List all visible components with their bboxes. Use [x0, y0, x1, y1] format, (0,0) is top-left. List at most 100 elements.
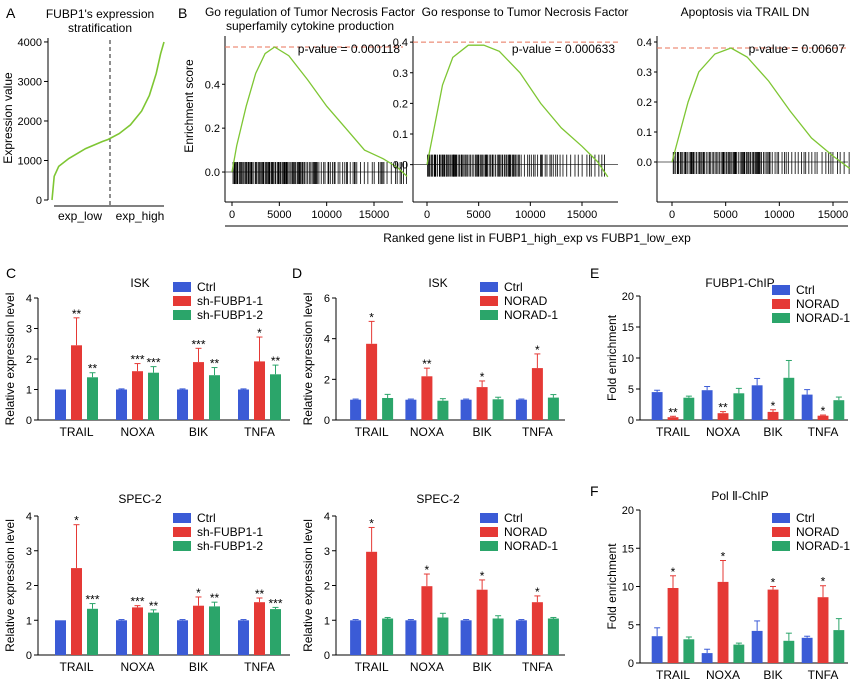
legend-swatch-norad-1	[480, 310, 498, 320]
bar-chart-y-tick-label: 0	[628, 658, 634, 670]
bar-noxa-ctrl	[405, 399, 417, 420]
panel-b-x-tick-label: 5000	[267, 209, 291, 221]
bar-trail-ctrl	[651, 392, 663, 420]
panel-a-title-line-2: stratification	[68, 21, 132, 35]
panel-a-y-tick-label: 1000	[18, 155, 42, 167]
panel-b-y-tick-label: 0.2	[393, 98, 408, 110]
bar-tnfa-norad	[531, 368, 543, 420]
legend-swatch-norad-1	[480, 541, 498, 551]
bar-chart-y-axis-label: Relative expression level	[3, 519, 17, 652]
bar-chart-y-tick-label: 4	[324, 511, 330, 523]
bar-noxa-norad-1	[437, 400, 449, 420]
panel-b-y-tick-label: 0.4	[637, 37, 652, 49]
bar-bik-ctrl	[460, 399, 472, 420]
panel-b-y-tick-label: 0.0	[205, 167, 220, 179]
bar-noxa-norad	[421, 586, 433, 655]
bar-tnfa-sh-fubp1-2	[270, 374, 281, 421]
bar-chart-y-tick-label: 20	[622, 505, 634, 517]
bar-trail-sh-fubp1-2	[87, 608, 98, 655]
legend-label: sh-FUBP1-1	[197, 525, 263, 539]
panel-b-y-tick-label: 0.2	[205, 123, 220, 135]
panel-b-gsea-plot-2: Go response to Tumor Necrosis Factor 0.0 0…	[393, 5, 629, 221]
significance-marker: **	[718, 401, 728, 415]
panel-b-x-tick-label: 15000	[567, 209, 598, 221]
panel-b-y-tick-label: 0.2	[637, 97, 652, 109]
significance-marker: **	[149, 599, 159, 613]
significance-marker: *	[535, 585, 540, 599]
bar-bik-norad	[767, 411, 779, 420]
legend-label: NORAD-1	[796, 311, 850, 325]
bar-trail-norad-1	[683, 397, 695, 420]
bar-bik-sh-fubp1-2	[209, 375, 220, 420]
bar-chart-x-tick-label: TNFA	[244, 660, 275, 674]
panel-b-y-axis-label: Enrichment score	[182, 59, 196, 153]
bar-chart-x-tick-label: TNFA	[808, 668, 839, 682]
significance-marker: *	[74, 514, 79, 528]
bar-bik-norad-1	[783, 377, 795, 420]
significance-marker: *	[480, 569, 485, 583]
bar-chart-y-tick-label: 2	[324, 581, 330, 593]
legend-swatch-norad	[480, 296, 498, 306]
bar-trail-norad-1	[382, 618, 394, 655]
bar-bik-ctrl	[177, 389, 188, 420]
significance-marker: *	[535, 343, 540, 357]
bar-chart-x-tick-label: NOXA	[120, 660, 154, 674]
bar-chart-y-tick-label: 1	[324, 615, 330, 627]
panel-a-group-label-low: exp_low	[58, 209, 102, 223]
bar-chart-x-tick-label: NOXA	[706, 668, 740, 682]
panel-b-enrichment-curve	[231, 46, 408, 177]
panel-letter-c: C	[6, 265, 16, 281]
bar-noxa-ctrl	[701, 653, 713, 663]
bar-noxa-norad-1	[437, 617, 449, 655]
bar-tnfa-ctrl	[238, 620, 249, 656]
significance-marker: **	[210, 591, 220, 605]
panel-b-x-tick-label: 10000	[764, 209, 795, 221]
bar-chart-y-tick-label: 10	[622, 582, 634, 594]
bar-trail-norad	[366, 551, 378, 655]
bar-trail-ctrl	[350, 620, 362, 656]
significance-marker: **	[255, 587, 265, 601]
bar-noxa-norad-1	[733, 393, 745, 420]
panel-b-pvalue: p-value = 0.00607	[749, 42, 846, 56]
bar-trail-ctrl	[55, 620, 66, 656]
bar-chart-y-tick-label: 20	[622, 291, 634, 303]
significance-marker: *	[369, 516, 374, 530]
legend-swatch-ctrl	[480, 513, 498, 523]
significance-marker: *	[369, 310, 374, 324]
bar-bik-norad-1	[492, 618, 504, 655]
legend-swatch-norad	[480, 527, 498, 537]
bar-chart-x-tick-label: BIK	[763, 425, 782, 439]
legend-swatch-ctrl	[772, 285, 790, 295]
bar-chart-y-tick-label: 10	[622, 353, 634, 365]
significance-marker: ***	[85, 593, 99, 607]
legend-swatch-ctrl	[173, 513, 191, 523]
panel-letter-b: B	[178, 5, 187, 21]
significance-marker: ***	[146, 356, 160, 370]
bar-tnfa-ctrl	[801, 637, 813, 663]
panel-b-x-tick-label: 0	[424, 209, 430, 221]
bar-trail-norad	[366, 343, 378, 421]
bar-trail-ctrl	[350, 399, 362, 420]
bar-chart-y-axis-label: Fold enrichment	[605, 314, 619, 401]
bar-tnfa-sh-fubp1-2	[270, 609, 281, 655]
panel-b-gsea-plot-1: Go regulation of Tumor Necrosis Factorsu…	[205, 5, 415, 221]
bar-trail-norad-1	[683, 639, 695, 663]
bar-chart-x-tick-label: BIK	[763, 668, 782, 682]
bar-noxa-norad	[717, 581, 729, 663]
significance-marker: **	[72, 307, 82, 321]
significance-marker: *	[821, 575, 826, 589]
legend-label: sh-FUBP1-1	[197, 294, 263, 308]
bar-chart-y-tick-label: 4	[324, 334, 330, 346]
panel-b-gsea: Enrichment score Ranked gene list in FUB…	[182, 5, 850, 245]
bar-chart-y-axis-label: Relative expression level	[3, 293, 17, 426]
bar-chart-title: ISK	[428, 276, 447, 290]
legend-swatch-sh-fubp1-2	[173, 310, 191, 320]
significance-marker: ***	[130, 353, 144, 367]
significance-marker: **	[210, 357, 220, 371]
bar-noxa-norad-1	[733, 644, 745, 663]
legend-label: NORAD	[796, 525, 840, 539]
legend-swatch-norad-1	[772, 313, 790, 323]
bar-bik-sh-fubp1-2	[209, 606, 220, 655]
